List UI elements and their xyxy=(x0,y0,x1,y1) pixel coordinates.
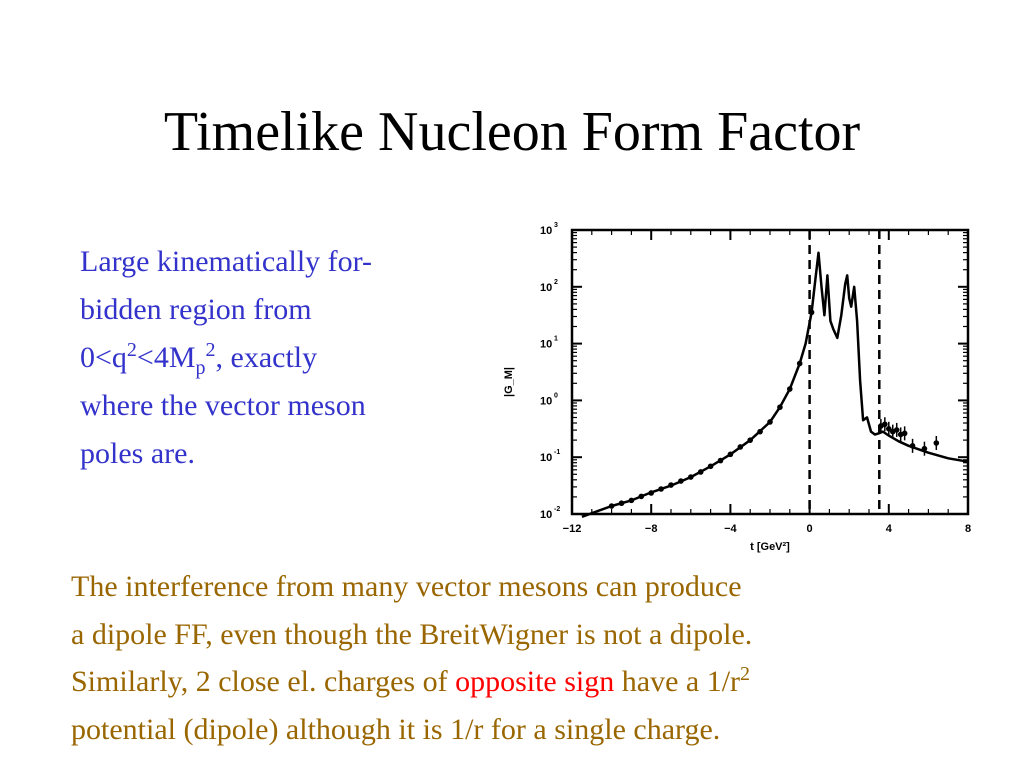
data-point xyxy=(787,386,793,392)
bottom-text-line-3: Similarly, 2 close el. charges of opposi… xyxy=(71,658,1011,706)
fit-curve xyxy=(581,251,969,518)
y-tick-exponent: 0 xyxy=(554,392,558,399)
bottom-text-line-1: The interference from many vector mesons… xyxy=(71,570,742,603)
y-tick-label: 10 xyxy=(540,509,552,521)
data-point xyxy=(893,427,900,433)
data-point xyxy=(688,474,694,480)
bottom-text-line-4: potential (dipole) although it is 1/r fo… xyxy=(71,712,721,746)
x-tick-label: −12 xyxy=(563,523,582,535)
data-point xyxy=(921,445,928,452)
y-tick-exponent: -2 xyxy=(554,506,560,513)
bottom-text-fragment: have a 1/r xyxy=(614,665,741,698)
data-point xyxy=(909,443,916,449)
bottom-text-line-2: a dipole FF, even though the BreitWigner… xyxy=(71,617,753,651)
y-tick-exponent: 3 xyxy=(554,222,558,229)
y-tick-label: 10 xyxy=(540,339,552,351)
data-point xyxy=(777,404,783,411)
left-text-line-3: 0<q2<4Mp2, exactly xyxy=(80,334,480,382)
superscript: 2 xyxy=(740,663,751,685)
superscript: 2 xyxy=(126,339,137,361)
left-text-line-5: poles are. xyxy=(80,437,195,470)
y-axis-label: |G_M| xyxy=(503,367,515,397)
data-point xyxy=(796,360,803,367)
data-point xyxy=(638,493,645,500)
data-point xyxy=(668,482,674,488)
left-text-block: Large kinematically for- bidden region f… xyxy=(80,238,480,478)
data-point xyxy=(707,463,714,470)
y-tick-label: 10 xyxy=(540,282,552,294)
data-point xyxy=(727,451,734,458)
left-text-fragment: <4M xyxy=(136,341,196,374)
subscript: p xyxy=(195,357,206,379)
left-text-line-2: bidden region from xyxy=(80,293,312,326)
data-point xyxy=(618,500,625,507)
data-point xyxy=(628,497,635,504)
x-tick-label: 8 xyxy=(965,523,971,535)
data-point xyxy=(697,469,704,475)
x-tick-label: −4 xyxy=(724,523,737,535)
left-text-line-1: Large kinematically for- xyxy=(80,245,373,278)
data-point xyxy=(747,437,753,443)
data-point xyxy=(757,428,763,435)
left-text-line-4: where the vector meson xyxy=(80,389,366,422)
x-tick-label: 4 xyxy=(886,523,893,535)
x-axis-label: t [GeV²] xyxy=(750,541,790,553)
x-tick-label: −8 xyxy=(645,523,658,535)
plot-frame xyxy=(570,228,970,516)
highlight-opposite-sign: opposite sign xyxy=(455,665,615,698)
data-point xyxy=(882,421,888,428)
data-point xyxy=(737,444,744,450)
data-point xyxy=(658,486,664,492)
data-point xyxy=(933,440,940,446)
bottom-text-block: The interference from many vector mesons… xyxy=(71,563,1011,753)
data-point xyxy=(678,478,684,484)
x-tick-label: 0 xyxy=(807,523,813,535)
data-point xyxy=(767,419,773,425)
y-tick-exponent: 2 xyxy=(554,279,558,286)
data-point xyxy=(648,490,654,496)
data-point xyxy=(901,430,908,437)
bottom-text-fragment: Similarly, 2 close el. charges of xyxy=(71,665,456,698)
y-tick-label: 10 xyxy=(540,225,552,237)
y-tick-exponent: -1 xyxy=(554,449,560,456)
left-text-fragment: 0<q xyxy=(80,341,127,374)
superscript: 2 xyxy=(205,339,216,361)
data-point xyxy=(886,426,892,432)
y-tick-label: 10 xyxy=(540,395,552,407)
y-tick-label: 10 xyxy=(540,452,552,464)
data-point xyxy=(808,309,815,316)
form-factor-plot: 10 -2 10 -1 10 0 10 1 10 2 10 3 −12 −8 −4 0 4 8 t [GeV²] |G… xyxy=(490,210,990,555)
slide-title: Timelike Nucleon Form Factor xyxy=(163,101,861,163)
data-point xyxy=(608,503,615,509)
data-point xyxy=(717,457,724,464)
y-tick-exponent: 1 xyxy=(554,336,558,343)
left-text-fragment: , exactly xyxy=(215,341,318,374)
